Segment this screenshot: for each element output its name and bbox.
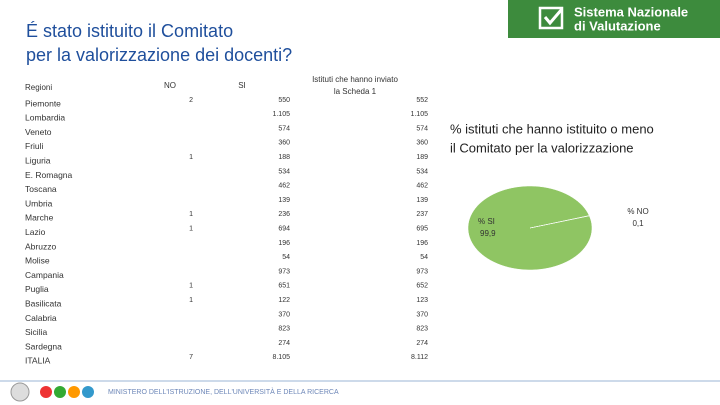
table-cell: 823: [278, 326, 290, 333]
table-cell: 139: [278, 197, 290, 204]
miur-dot: [40, 386, 52, 398]
table-cell: 360: [416, 140, 428, 147]
table-cell: 462: [416, 183, 428, 190]
table-cell: 823: [416, 326, 428, 333]
table-cell: 274: [416, 340, 428, 347]
table-cell: 552: [416, 97, 428, 104]
table-cell: 973: [416, 268, 428, 275]
pie-title: il Comitato per la valorizzazione: [450, 140, 634, 155]
title: É stato istituito il Comitato: [26, 21, 233, 41]
table-cell: 236: [278, 211, 290, 218]
table-cell: 54: [420, 254, 428, 261]
column-header: Regioni: [25, 83, 52, 92]
row-label: ITALIA: [25, 356, 51, 366]
row-label: Marche: [25, 213, 54, 223]
row-label: Umbria: [25, 198, 53, 208]
emblem: [10, 382, 30, 402]
table-cell: 1.105: [272, 111, 290, 118]
column-header: SI: [238, 81, 246, 90]
title: per la valorizzazione dei docenti?: [26, 45, 292, 65]
table-cell: 360: [278, 140, 290, 147]
row-label: Abruzzo: [25, 241, 56, 251]
pie-label: % SI: [478, 217, 495, 226]
table-cell: 7: [189, 354, 193, 361]
pie-value-label: 0,1: [632, 219, 644, 228]
row-label: Basilicata: [25, 298, 62, 308]
table-cell: 274: [278, 340, 290, 347]
table-cell: 695: [416, 226, 428, 233]
logo-check: [543, 8, 564, 26]
table-cell: 196: [278, 240, 290, 247]
table-cell: 534: [416, 168, 428, 175]
row-label: Friuli: [25, 141, 44, 151]
miur-dot: [54, 386, 66, 398]
logo-text: Sistema Nazionale: [574, 4, 688, 19]
logo-box: [508, 0, 720, 38]
pie-title: % istituti che hanno istituito o meno: [450, 121, 654, 136]
table-cell: 1: [189, 283, 193, 290]
table-cell: 196: [416, 240, 428, 247]
table-cell: 534: [278, 168, 290, 175]
table-cell: 139: [416, 197, 428, 204]
table-cell: 1: [189, 297, 193, 304]
pie-value-label: 99,9: [480, 229, 496, 238]
row-label: Piemonte: [25, 98, 61, 108]
row-label: Campania: [25, 270, 64, 280]
table-cell: 370: [416, 311, 428, 318]
row-label: Puglia: [25, 284, 49, 294]
row-label: Lazio: [25, 227, 46, 237]
table-cell: 1.105: [410, 111, 428, 118]
table-cell: 2: [189, 97, 193, 104]
table-cell: 1: [189, 154, 193, 161]
row-label: Molise: [25, 256, 50, 266]
table-cell: 8.112: [411, 354, 428, 361]
pie-slice: [467, 185, 593, 271]
table-cell: 122: [278, 297, 290, 304]
column-header: Istituti che hanno inviato la Scheda 1: [312, 75, 398, 96]
table-cell: 1: [189, 226, 193, 233]
table-cell: 54: [282, 254, 290, 261]
table-cell: 973: [278, 268, 290, 275]
logo-text: di Valutazione: [574, 18, 661, 33]
table-cell: 652: [416, 283, 428, 290]
miur-dot: [68, 386, 80, 398]
table-cell: 189: [416, 154, 428, 161]
pie-label: % NO: [627, 207, 648, 216]
pie-slice: [529, 215, 590, 229]
table-cell: 694: [278, 226, 290, 233]
row-label: E. Romagna: [25, 170, 73, 180]
logo-icon: [538, 6, 564, 30]
table-cell: 550: [278, 97, 290, 104]
table-cell: 462: [278, 183, 290, 190]
table-cell: 188: [278, 154, 290, 161]
row-label: Sicilia: [25, 327, 47, 337]
miur-dot: [82, 386, 94, 398]
row-label: Calabria: [25, 313, 57, 323]
row-label: Lombardia: [25, 113, 65, 123]
ministry: MINISTERO DELL'ISTRUZIONE, DELL'UNIVERSI…: [108, 387, 339, 396]
row-label: Veneto: [25, 127, 52, 137]
table-cell: 651: [278, 283, 290, 290]
table-cell: 574: [416, 125, 428, 132]
column-header: NO: [164, 81, 176, 90]
row-label: Toscana: [25, 184, 57, 194]
table-cell: 8.105: [272, 354, 290, 361]
row-label: Sardegna: [25, 341, 62, 351]
row-label: Liguria: [25, 155, 51, 165]
table-cell: 574: [278, 125, 290, 132]
table-cell: 1: [189, 211, 193, 218]
table-cell: 370: [278, 311, 290, 318]
table-cell: 123: [416, 297, 428, 304]
table-cell: 237: [416, 211, 428, 218]
